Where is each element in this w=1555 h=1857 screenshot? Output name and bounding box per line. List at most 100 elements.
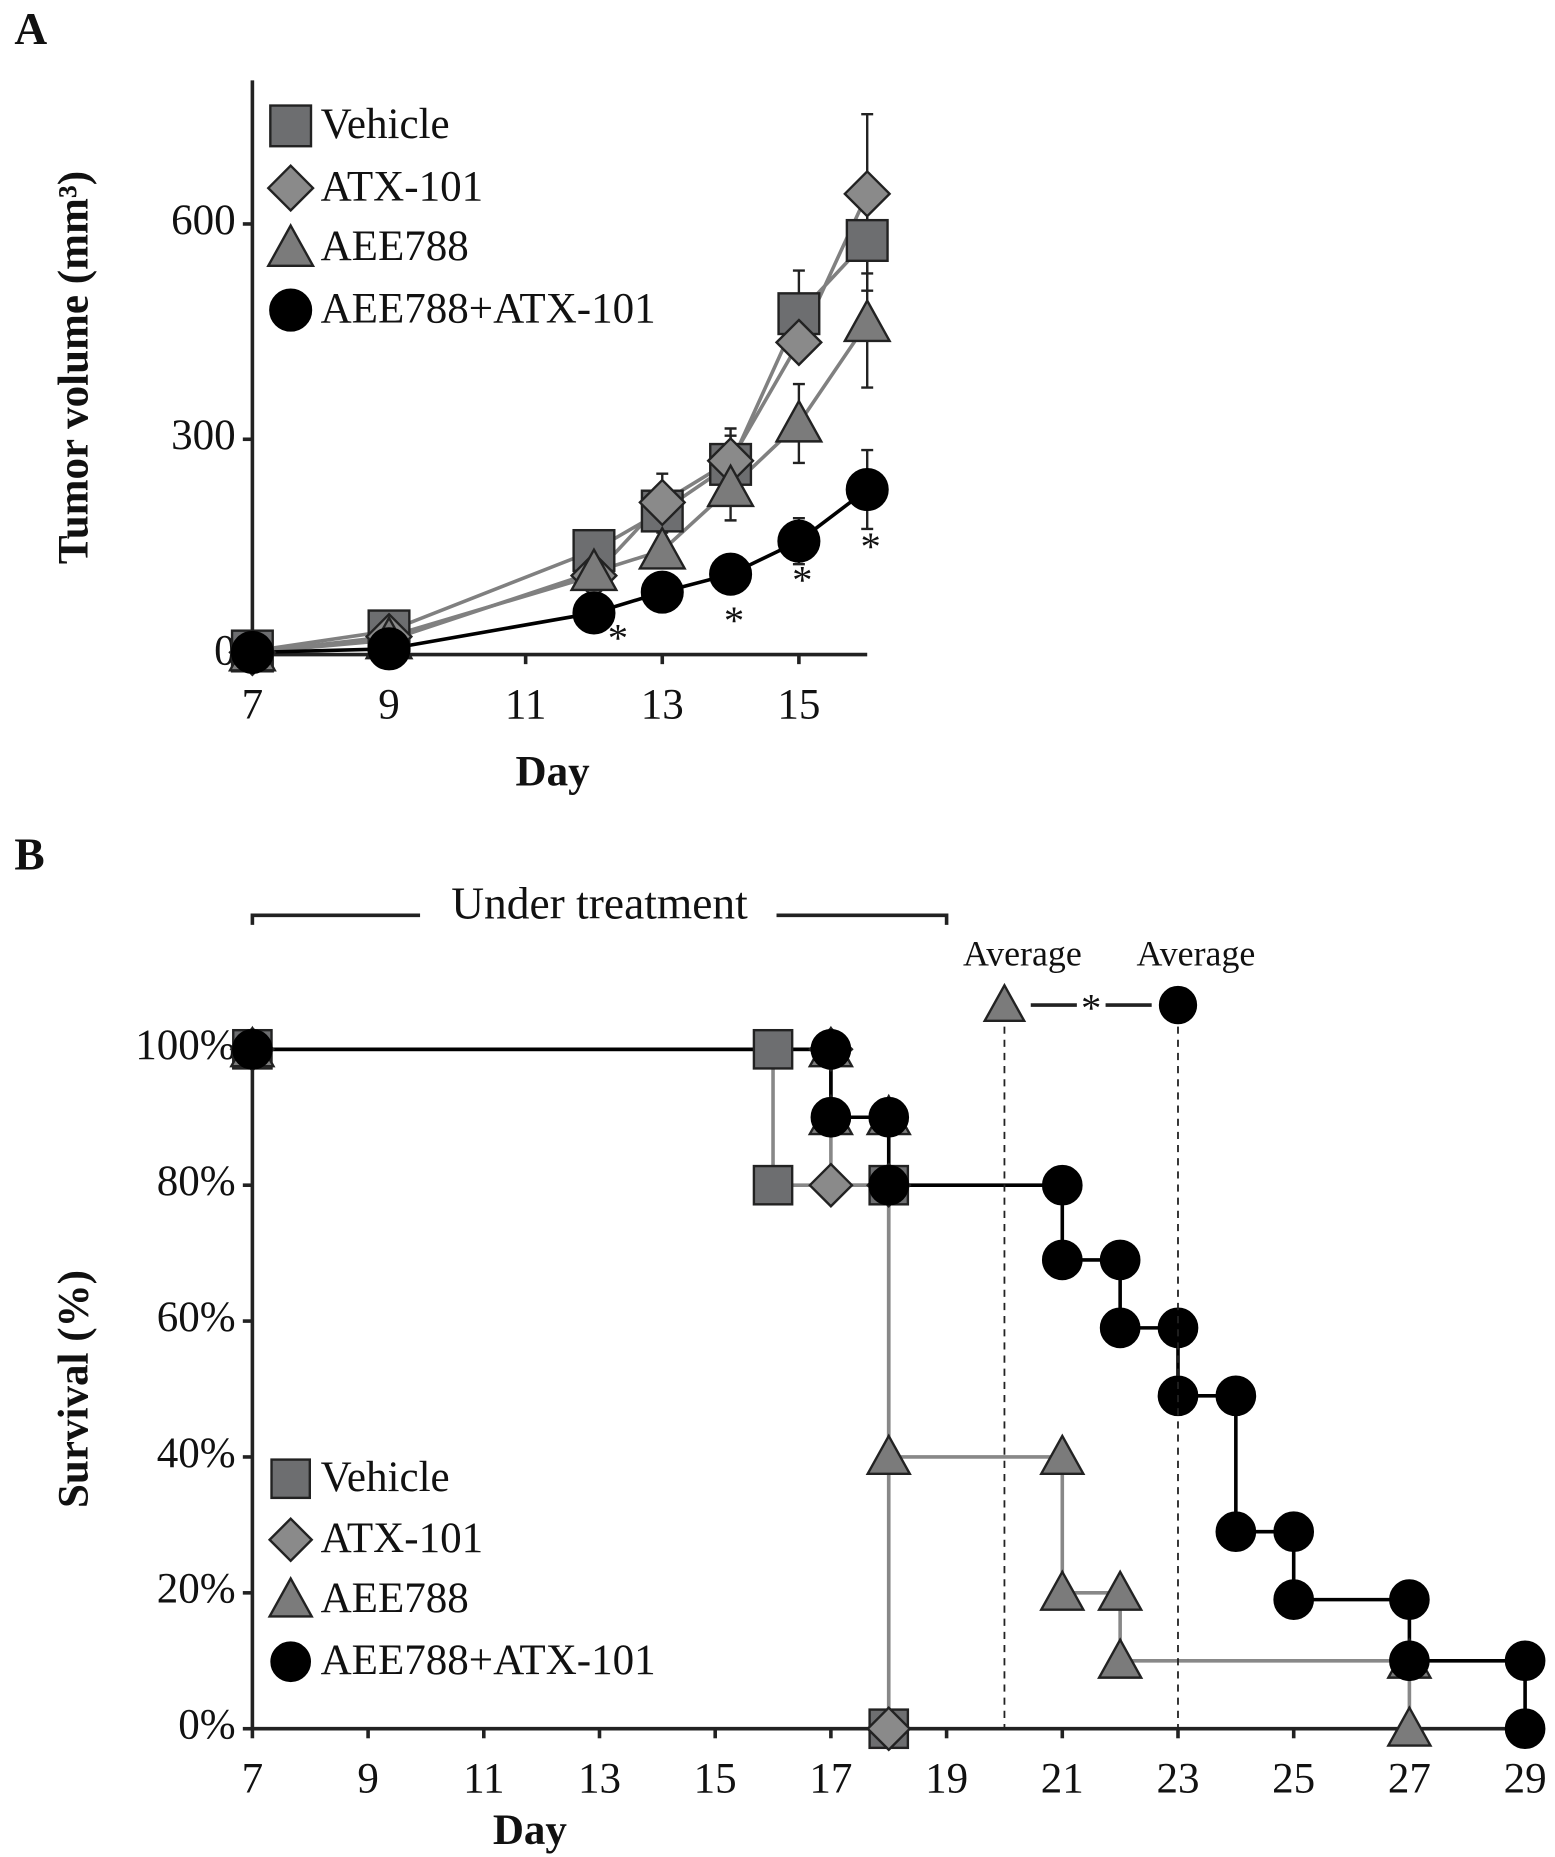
marker (1099, 1239, 1141, 1281)
marker (572, 591, 616, 635)
marker (706, 463, 755, 508)
significance-mark: * (860, 524, 880, 569)
x-axis-title: Day (493, 1807, 568, 1854)
marker (1039, 1569, 1086, 1611)
marker (1041, 1164, 1083, 1206)
average-label: Average (1137, 933, 1256, 973)
marker (1386, 1705, 1433, 1747)
panel-label: B (14, 829, 44, 880)
legend-marker (266, 223, 316, 267)
marker (868, 1096, 910, 1138)
marker (367, 627, 411, 671)
marker (1158, 985, 1198, 1025)
x-tick-label: 17 (809, 1755, 852, 1802)
x-tick-label: 9 (357, 1755, 379, 1802)
x-tick-label: 15 (777, 681, 820, 728)
marker (232, 1028, 273, 1070)
label-backdrop (1076, 988, 1106, 1022)
panel-label: A (14, 3, 47, 54)
marker (865, 1705, 912, 1752)
marker (1215, 1375, 1257, 1417)
x-tick-label: 23 (1156, 1755, 1199, 1802)
marker (808, 1162, 854, 1208)
x-tick-label: 27 (1388, 1755, 1431, 1802)
x-tick-label: 25 (1272, 1755, 1315, 1802)
legend-marker (270, 1641, 311, 1683)
y-tick-label: 0 (214, 627, 236, 674)
legend-marker (270, 1458, 311, 1500)
marker (638, 478, 687, 527)
marker (810, 1096, 852, 1138)
marker (868, 1164, 910, 1206)
marker (752, 1028, 794, 1070)
legend-label: ATX-101 (321, 163, 484, 210)
marker (865, 1433, 912, 1475)
marker (569, 547, 619, 592)
marker (1041, 1239, 1083, 1281)
legend-label: Vehicle (321, 1454, 450, 1501)
treatment-label: Under treatment (451, 878, 748, 929)
y-tick-label: 60% (157, 1294, 236, 1341)
marker (752, 1164, 794, 1206)
marker (1504, 1640, 1546, 1682)
x-tick-label: 11 (505, 681, 546, 728)
series-line (252, 321, 869, 655)
marker (845, 218, 889, 263)
legend-label: AEE788+ATX-101 (321, 1637, 656, 1684)
marker (774, 318, 823, 367)
marker (1389, 1640, 1430, 1682)
marker (1099, 1307, 1141, 1349)
marker (843, 169, 892, 218)
x-tick-label: 7 (242, 1755, 264, 1802)
legend-label: AEE788 (321, 223, 469, 270)
y-tick-label: 0% (178, 1702, 235, 1749)
legend-label: ATX-101 (321, 1515, 484, 1562)
y-tick-label: 80% (157, 1158, 236, 1205)
average-label: Average (963, 933, 1082, 973)
marker (1389, 1579, 1430, 1620)
marker (842, 298, 892, 343)
marker (774, 398, 824, 443)
marker (1097, 1637, 1144, 1679)
marker (230, 630, 274, 674)
marker (709, 552, 753, 596)
significance-mark: * (608, 616, 628, 661)
x-tick-label: 11 (463, 1755, 504, 1802)
x-axis-title: Day (516, 748, 591, 795)
x-tick-label: 19 (925, 1755, 968, 1802)
marker (637, 525, 687, 570)
y-tick-label: 20% (157, 1566, 236, 1613)
label-backdrop (420, 891, 777, 940)
y-tick-label: 300 (171, 412, 236, 459)
y-axis-title: Survival (%) (51, 1270, 98, 1508)
legend-marker (269, 104, 313, 148)
marker (1157, 1307, 1199, 1349)
marker (1273, 1579, 1315, 1620)
y-tick-label: 100% (135, 1022, 235, 1069)
x-tick-label: 21 (1041, 1755, 1084, 1802)
y-tick-label: 40% (157, 1430, 236, 1477)
marker (810, 1028, 852, 1070)
legend-label: Vehicle (321, 101, 450, 148)
significance-mark: * (724, 598, 744, 643)
series-line (252, 1047, 891, 1729)
marker (845, 467, 889, 512)
legend-marker (267, 1576, 314, 1618)
legend-marker (269, 288, 313, 332)
y-axis-title: Tumor volume (mm³) (51, 171, 98, 564)
series-line (252, 488, 869, 655)
x-tick-label: 29 (1504, 1755, 1547, 1802)
x-tick-label: 13 (641, 681, 684, 728)
significance-mark: * (1081, 986, 1101, 1031)
x-tick-label: 7 (242, 681, 264, 728)
legend-marker (266, 164, 315, 213)
marker (1215, 1511, 1257, 1553)
marker (1039, 1433, 1086, 1475)
x-tick-label: 15 (694, 1755, 737, 1802)
marker (777, 519, 821, 563)
marker (1273, 1511, 1315, 1553)
series-line (252, 1047, 891, 1729)
legend-label: AEE788+ATX-101 (321, 285, 656, 332)
legend-marker (267, 1516, 314, 1563)
